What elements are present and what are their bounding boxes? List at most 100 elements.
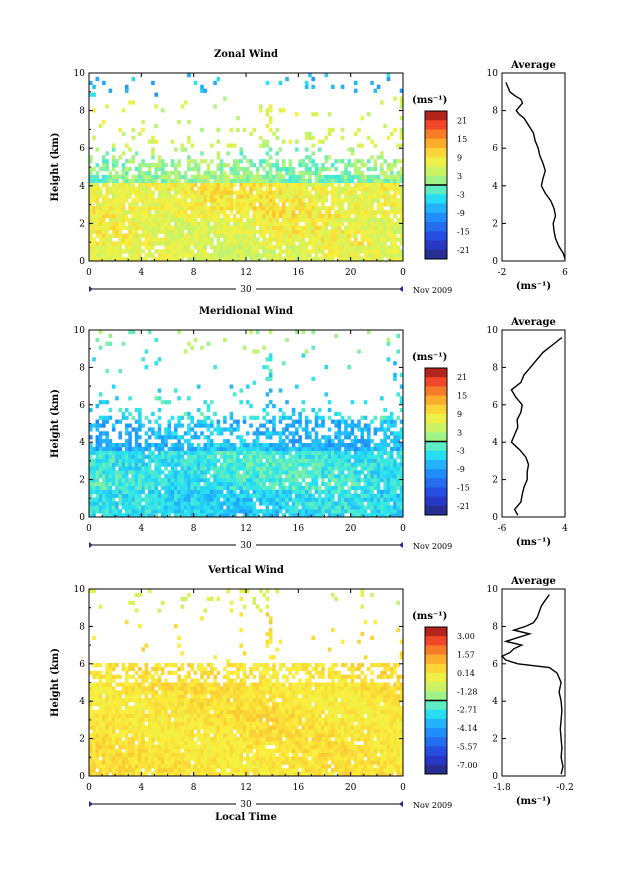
heatmap-cell <box>321 186 325 191</box>
heatmap-cell <box>187 427 191 432</box>
heatmap-cell <box>115 446 119 452</box>
heatmap-cell <box>174 470 178 475</box>
heatmap-cell <box>177 435 181 440</box>
heatmap-cell <box>389 233 394 238</box>
heatmap-cell <box>399 167 404 172</box>
heatmap-cell <box>268 217 273 223</box>
heatmap-cell <box>321 253 325 258</box>
heatmap-cell <box>203 493 208 498</box>
heatmap-cell <box>131 330 136 335</box>
heatmap-cell <box>210 474 214 479</box>
heatmap-cell <box>226 458 230 463</box>
heatmap-cell <box>213 249 217 254</box>
heatmap-cell <box>262 174 266 180</box>
heatmap-cell <box>147 186 152 191</box>
heatmap-cell <box>324 439 329 444</box>
heatmap-cell <box>95 190 100 195</box>
heatmap-cell <box>92 481 96 487</box>
heatmap-cell <box>151 485 155 491</box>
heatmap-cell <box>223 478 227 483</box>
heatmap-cell <box>157 229 162 234</box>
heatmap-cell <box>265 435 270 440</box>
heatmap-cell <box>344 241 348 246</box>
heatmap-cell <box>340 178 345 183</box>
heatmap-cell <box>337 257 342 262</box>
heatmap-cell <box>380 470 384 475</box>
heatmap-cell <box>151 493 155 498</box>
heatmap-cell <box>144 446 149 452</box>
heatmap-cell <box>190 485 194 491</box>
profile-line <box>510 336 563 516</box>
heatmap-cell <box>331 454 335 459</box>
heatmap-cell <box>360 163 365 168</box>
heatmap-cell <box>386 135 391 140</box>
heatmap-cell <box>229 202 234 207</box>
heatmap-cell <box>275 135 280 140</box>
heatmap-cell <box>206 206 211 211</box>
heatmap-cell <box>249 478 253 483</box>
heatmap-cell <box>246 489 250 494</box>
heatmap-cell <box>206 221 211 227</box>
heatmap-cell <box>223 245 227 250</box>
heatmap-cell <box>327 131 332 136</box>
heatmap-cell <box>203 245 208 250</box>
heatmap-cell <box>236 474 240 479</box>
heatmap-cell <box>285 182 289 187</box>
heatmap-cell <box>285 217 289 223</box>
heatmap-cell <box>317 470 322 475</box>
heatmap-cell <box>242 206 247 211</box>
heatmap-cell <box>121 151 126 156</box>
heatmap-cell <box>278 497 283 502</box>
heatmap-cell <box>108 513 113 518</box>
heatmap-cell <box>121 174 126 180</box>
heatmap-cell <box>174 170 178 176</box>
heatmap-cell <box>183 225 188 230</box>
heatmap-cell <box>262 423 266 428</box>
heatmap-cell <box>278 178 283 183</box>
heatmap-cell <box>223 96 227 101</box>
heatmap-cell <box>249 466 253 471</box>
heatmap-cell <box>180 202 185 207</box>
heatmap-cell <box>334 478 338 483</box>
heatmap-cell <box>357 194 361 199</box>
heatmap-cell <box>154 210 158 215</box>
heatmap-cell <box>285 214 289 219</box>
heatmap-cell <box>167 186 172 191</box>
heatmap-cell <box>203 423 208 428</box>
heatmap-cell <box>206 210 211 215</box>
heatmap-cell <box>389 462 394 467</box>
heatmap-cell <box>389 415 394 420</box>
heatmap-cell <box>291 505 296 510</box>
heatmap-cell <box>206 198 211 203</box>
heatmap-cell <box>344 257 348 262</box>
heatmap-cell <box>164 249 168 254</box>
heatmap-cell <box>331 478 335 483</box>
heatmap-cell <box>187 497 191 502</box>
heatmap-cell <box>285 225 289 230</box>
heatmap-cell <box>167 481 172 487</box>
heatmap-cell <box>347 423 351 428</box>
y-tick-label: 8 <box>79 363 85 373</box>
heatmap-cell <box>288 423 293 428</box>
heatmap-cell <box>373 509 378 514</box>
heatmap-cell <box>350 221 355 227</box>
heatmap-cell <box>115 178 119 183</box>
heatmap-cell <box>304 442 309 448</box>
heatmap-cell <box>102 198 106 203</box>
heatmap-cell <box>219 225 224 230</box>
heatmap-cell <box>344 245 348 250</box>
heatmap-cell <box>360 470 365 475</box>
heatmap-cell <box>187 505 191 510</box>
heatmap-cell <box>308 772 312 777</box>
heatmap-cell <box>242 509 247 514</box>
heatmap-cell <box>301 159 306 164</box>
heatmap-cell <box>324 772 329 777</box>
heatmap-cell <box>118 419 123 424</box>
heatmap-cell <box>295 233 299 238</box>
heatmap-cell <box>383 419 387 424</box>
heatmap-cell <box>308 155 312 160</box>
heatmap-cell <box>393 198 397 203</box>
heatmap-cell <box>157 388 162 393</box>
heatmap-cell <box>272 485 276 491</box>
heatmap-cell <box>239 237 244 242</box>
